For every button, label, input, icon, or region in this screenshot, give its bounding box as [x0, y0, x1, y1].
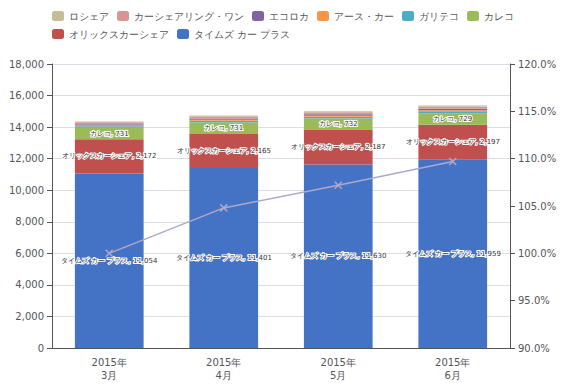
- svg-text:タイムズ カー プラス, 11,959: タイムズ カー プラス, 11,959: [405, 250, 501, 258]
- svg-text:6月: 6月: [445, 370, 461, 381]
- svg-text:2015年: 2015年: [206, 357, 241, 368]
- svg-text:5月: 5月: [330, 370, 346, 381]
- svg-text:4月: 4月: [216, 370, 232, 381]
- svg-text:110.0%: 110.0%: [518, 153, 556, 164]
- svg-text:タイムズ カー プラス: タイムズ カー プラス: [194, 29, 290, 40]
- svg-text:カーシェアリング・ワン: カーシェアリング・ワン: [134, 11, 244, 22]
- svg-text:オリックスカーシェア, 2,172: オリックスカーシェア, 2,172: [62, 152, 157, 160]
- svg-text:4,000: 4,000: [15, 279, 44, 290]
- svg-text:18,000: 18,000: [9, 59, 44, 70]
- svg-text:カレコ, 729: カレコ, 729: [433, 115, 472, 123]
- svg-text:120.0%: 120.0%: [518, 59, 556, 70]
- svg-text:16,000: 16,000: [9, 90, 44, 101]
- svg-text:アース・カー: アース・カー: [334, 11, 394, 22]
- svg-text:タイムズ カー プラス, 11,401: タイムズ カー プラス, 11,401: [176, 254, 272, 262]
- svg-text:0: 0: [38, 343, 44, 354]
- svg-text:10,000: 10,000: [9, 185, 44, 196]
- svg-text:2015年: 2015年: [435, 357, 470, 368]
- svg-text:カレコ: カレコ: [484, 11, 514, 22]
- svg-text:2015年: 2015年: [321, 357, 356, 368]
- svg-text:カレコ, 731: カレコ, 731: [90, 130, 129, 138]
- svg-text:ロシェア: ロシェア: [69, 11, 109, 22]
- svg-text:95.0%: 95.0%: [518, 295, 550, 306]
- svg-text:105.0%: 105.0%: [518, 201, 556, 212]
- svg-text:100.0%: 100.0%: [518, 248, 556, 259]
- svg-text:オリックスカーシェア, 2,187: オリックスカーシェア, 2,187: [291, 143, 386, 151]
- svg-text:オリックスカーシェア, 2,197: オリックスカーシェア, 2,197: [406, 138, 501, 146]
- svg-text:12,000: 12,000: [9, 153, 44, 164]
- svg-text:カレコ, 731: カレコ, 731: [204, 124, 243, 132]
- svg-text:90.0%: 90.0%: [518, 343, 550, 354]
- svg-text:2015年: 2015年: [92, 357, 127, 368]
- svg-text:オリックスカーシェア: オリックスカーシェア: [69, 29, 169, 40]
- svg-text:14,000: 14,000: [9, 122, 44, 133]
- svg-text:エコロカ: エコロカ: [269, 11, 309, 22]
- svg-text:カレコ, 732: カレコ, 732: [319, 120, 358, 128]
- svg-text:タイムズ カー プラス, 11,630: タイムズ カー プラス, 11,630: [290, 252, 386, 260]
- svg-text:タイムズ カー プラス, 11,054: タイムズ カー プラス, 11,054: [61, 257, 158, 265]
- svg-text:オリックスカーシェア, 2,165: オリックスカーシェア, 2,165: [177, 147, 272, 155]
- svg-text:6,000: 6,000: [15, 248, 44, 259]
- svg-text:3月: 3月: [101, 370, 117, 381]
- svg-text:8,000: 8,000: [15, 216, 44, 227]
- svg-text:115.0%: 115.0%: [518, 106, 556, 117]
- svg-text:2,000: 2,000: [15, 311, 44, 322]
- svg-text:ガリテコ: ガリテコ: [419, 11, 459, 22]
